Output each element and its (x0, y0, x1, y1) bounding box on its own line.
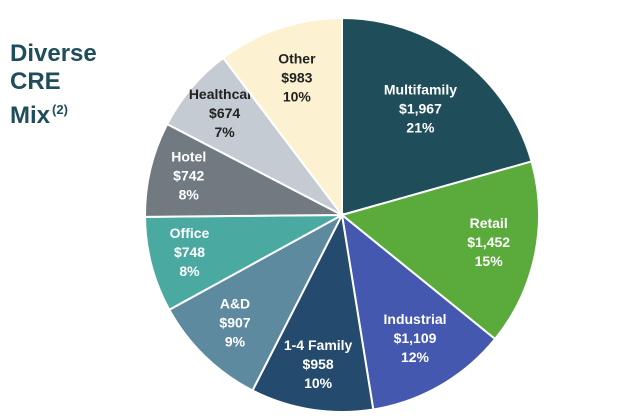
slice-label-retail: Retail $1,452 15% (467, 215, 510, 269)
slice-percent-retail: 15% (475, 253, 504, 269)
slice-value-a-d: $907 (219, 314, 250, 330)
slice-percent-a-d: 9% (225, 333, 246, 349)
slice-value-1-4-family: $958 (303, 356, 334, 372)
slice-label-a-d: A&D $907 9% (219, 295, 250, 349)
pie-slice-office (143, 214, 343, 312)
slice-name-retail: Retail (470, 215, 508, 231)
slice-name-other: Other (278, 51, 316, 67)
slice-percent-other: 10% (283, 89, 312, 105)
slice-percent-healthcare: 7% (214, 124, 235, 140)
slice-name-a-d: A&D (220, 295, 250, 311)
slice-percent-1-4-family: 10% (304, 375, 333, 391)
title-footnote: (2) (52, 102, 68, 117)
slice-name-industrial: Industrial (384, 311, 447, 327)
chart-title: Diverse CRE Mix (2) (10, 40, 97, 130)
slice-value-healthcare: $674 (209, 105, 240, 121)
pie-slice-1-4-family (251, 211, 375, 413)
pie-slice-other (221, 16, 343, 218)
slice-label-other: Other $983 10% (278, 51, 316, 105)
slice-percent-hotel: 8% (179, 186, 200, 202)
pie-slice-a-d (167, 212, 345, 392)
pie-slice-retail (339, 160, 540, 341)
slice-label-healthcare: Healthcare $674 7% (189, 86, 261, 140)
pie-slice-multifamily (341, 16, 533, 217)
slice-percent-multifamily: 21% (406, 119, 435, 135)
slice-name-office: Office (170, 225, 210, 241)
title-line-3: Mix (2) (10, 96, 97, 130)
slice-label-multifamily: Multifamily $1,967 21% (384, 81, 457, 135)
slice-value-other: $983 (281, 70, 312, 86)
slice-percent-industrial: 12% (401, 349, 430, 365)
slice-label-hotel: Hotel $742 8% (171, 148, 206, 202)
slice-name-1-4-family: 1-4 Family (284, 337, 353, 353)
slice-value-hotel: $742 (173, 167, 204, 183)
title-line-3-text: Mix (10, 102, 51, 129)
slice-name-multifamily: Multifamily (384, 81, 457, 97)
slice-label-industrial: Industrial $1,109 12% (384, 311, 447, 365)
pie-slice-hotel (144, 122, 343, 218)
title-line-2: CRE (10, 68, 61, 95)
slice-name-healthcare: Healthcare (189, 86, 261, 102)
slice-value-industrial: $1,109 (394, 330, 437, 346)
slice-label-office: Office $748 8% (170, 225, 210, 279)
title-line-1: Diverse (10, 40, 97, 67)
slice-value-retail: $1,452 (467, 234, 510, 250)
pie-slice-industrial (340, 212, 497, 411)
slice-value-multifamily: $1,967 (399, 100, 442, 116)
slice-name-hotel: Hotel (171, 148, 206, 164)
slice-percent-office: 8% (179, 263, 200, 279)
slice-value-office: $748 (174, 244, 205, 260)
slice-label-1-4-family: 1-4 Family $958 10% (284, 337, 353, 391)
